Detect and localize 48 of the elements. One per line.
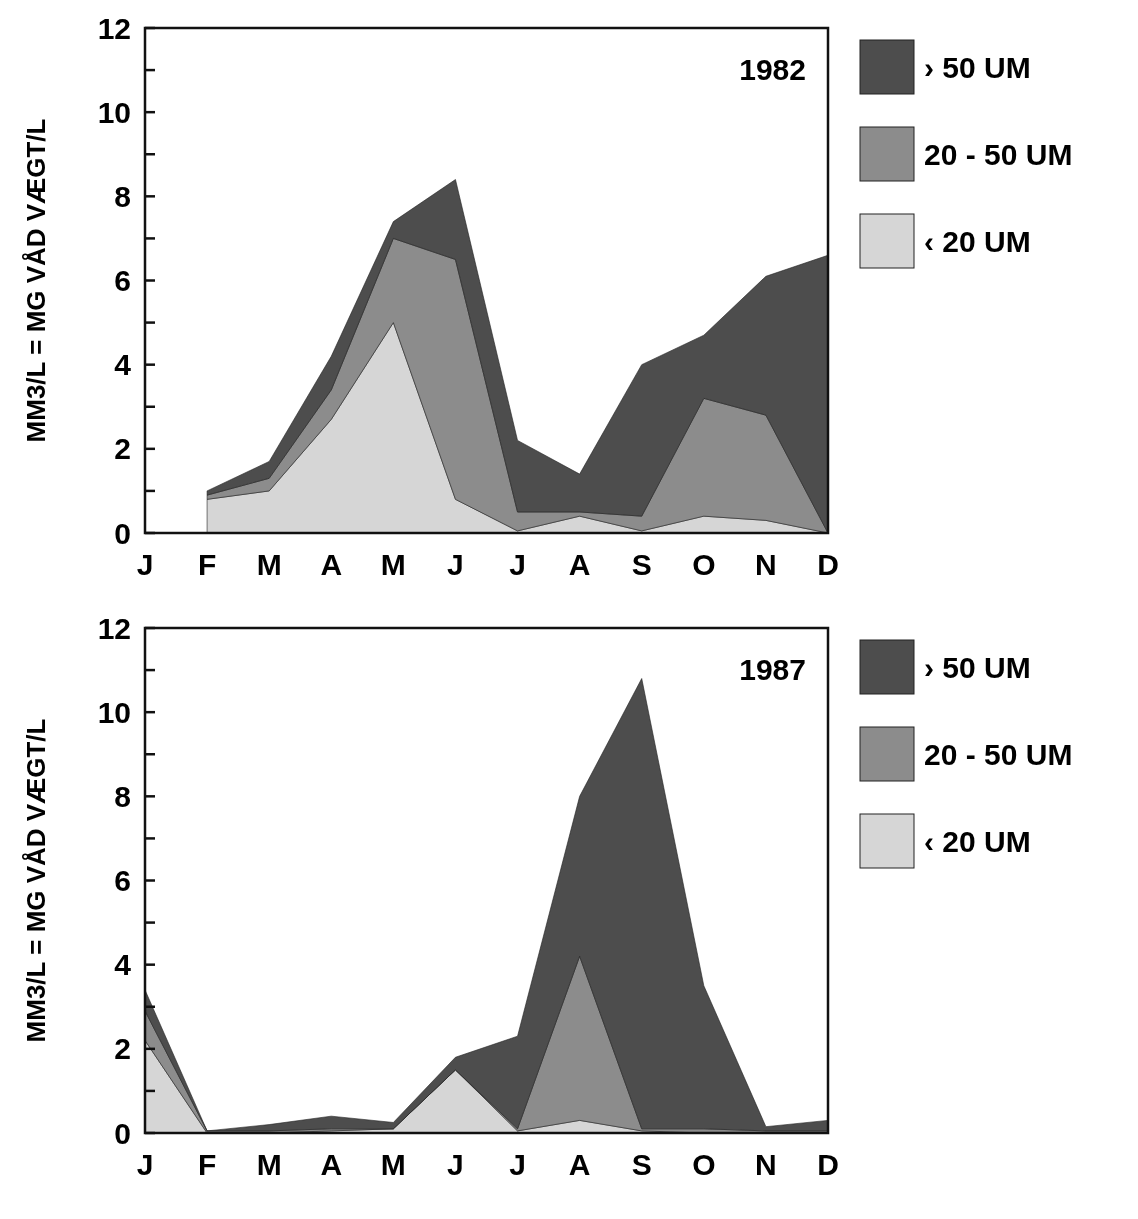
x-tick-label: F: [197, 548, 217, 581]
x-tick-label: J: [136, 1148, 154, 1181]
y-tick-label: 4: [114, 348, 132, 382]
y-axis-title: MM3/L = MG VÅD VÆGT/L: [21, 118, 51, 443]
x-tick-label: O: [692, 1148, 716, 1181]
y-tick-label: 8: [114, 779, 131, 813]
y-tick-label: 0: [114, 516, 131, 550]
x-tick-label: D: [817, 1148, 839, 1181]
text: 1987: [739, 653, 806, 686]
legend-label: 20 - 50 UM: [924, 737, 1073, 771]
y-tick-label: 10: [97, 95, 131, 129]
legend-label: › 50 UM: [924, 50, 1031, 84]
x-tick-label: N: [755, 1148, 777, 1181]
x-tick-label: O: [692, 548, 716, 581]
x-tick-label: A: [320, 1148, 343, 1181]
x-tick-label: A: [568, 1148, 591, 1181]
legend-label: ‹ 20 UM: [924, 824, 1031, 858]
legend-label: › 50 UM: [924, 650, 1031, 684]
y-tick-label: 0: [114, 1116, 131, 1150]
x-tick-label: D: [817, 548, 839, 581]
y-axis-title: MM3/L = MG VÅD VÆGT/L: [21, 718, 51, 1043]
legend-label: 20 - 50 UM: [924, 137, 1073, 171]
y-tick-label: 2: [114, 1032, 131, 1066]
y-tick-label: 12: [97, 611, 131, 645]
legend-label: ‹ 20 UM: [924, 224, 1031, 258]
x-tick-label: S: [631, 548, 652, 581]
y-tick-label: 6: [114, 264, 131, 297]
x-tick-label: M: [380, 548, 406, 581]
x-tick-label: F: [197, 1148, 217, 1181]
y-tick-label: 8: [114, 179, 131, 213]
x-tick-label: M: [256, 548, 282, 581]
x-tick-label: J: [509, 1148, 526, 1181]
x-tick-label: M: [256, 1148, 282, 1181]
x-tick-label: N: [755, 548, 777, 581]
text: 1982: [739, 53, 806, 86]
x-tick-label: M: [380, 1148, 406, 1181]
y-tick-label: 4: [114, 948, 132, 982]
y-tick-label: 12: [97, 11, 131, 45]
y-tick-label: 10: [97, 695, 131, 729]
x-tick-label: A: [320, 548, 343, 581]
x-tick-label: J: [447, 1148, 464, 1181]
x-tick-label: A: [568, 548, 591, 581]
x-tick-label: S: [631, 1148, 652, 1181]
x-tick-label: J: [509, 548, 526, 581]
x-tick-label: J: [447, 548, 464, 581]
y-tick-label: 2: [114, 432, 131, 466]
x-tick-label: J: [136, 548, 154, 581]
y-tick-label: 6: [114, 864, 131, 897]
